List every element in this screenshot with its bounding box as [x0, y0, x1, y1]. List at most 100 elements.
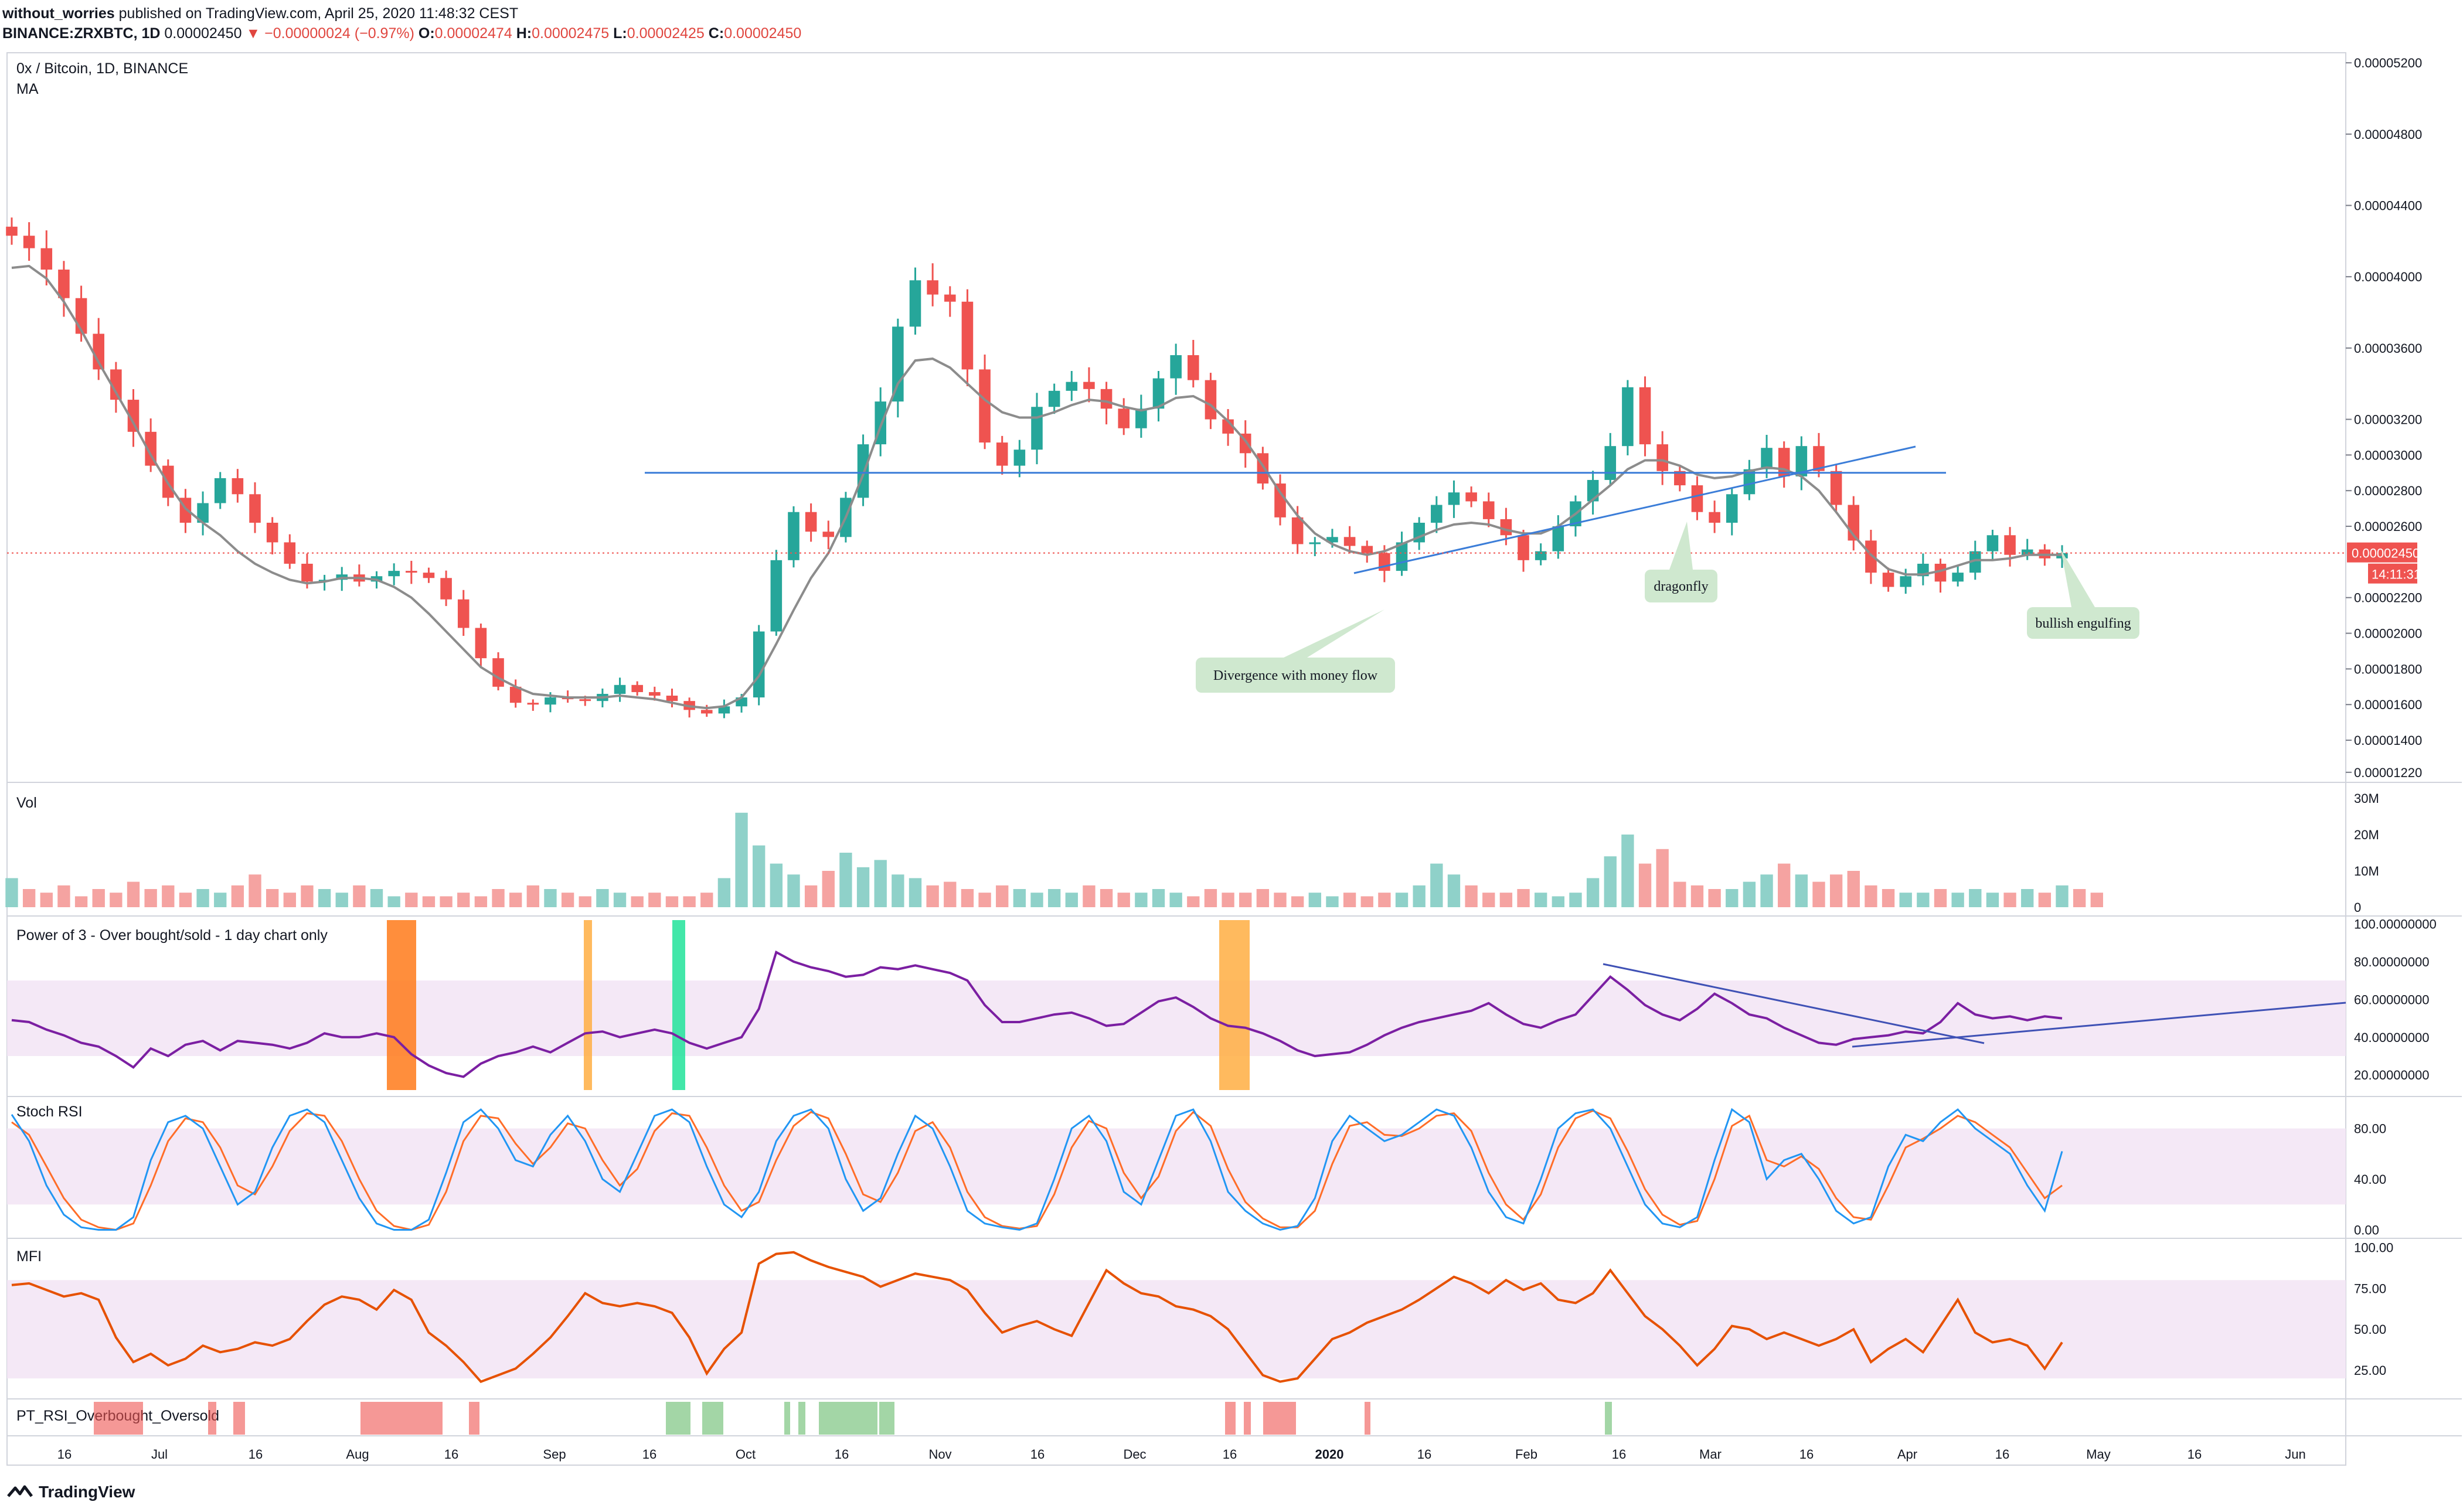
- x-axis-label: 16: [1030, 1447, 1045, 1462]
- power3-shaded-column: [584, 920, 592, 1090]
- volume-bar: [266, 889, 279, 907]
- volume-bar: [422, 896, 436, 907]
- candle-body: [1795, 446, 1808, 476]
- power3-tick-label: 100.00000000: [2354, 917, 2437, 931]
- candle-body: [110, 369, 122, 400]
- chart-header: without_worries published on TradingView…: [2, 4, 801, 43]
- power3-shaded-column: [672, 920, 685, 1090]
- y-tick-label: 0.00003200: [2354, 413, 2422, 427]
- stoch-tick-label: 0.00: [2354, 1223, 2379, 1238]
- volume-bar: [874, 860, 887, 907]
- volume-bar: [822, 871, 835, 907]
- candle-body: [406, 571, 417, 573]
- y-tick-label: 0.00004400: [2354, 199, 2422, 213]
- volume-bar: [92, 889, 105, 907]
- symbol-label[interactable]: BINANCE:ZRXBTC, 1D: [2, 25, 161, 42]
- candle-body: [1326, 537, 1338, 543]
- volume-bar: [804, 885, 818, 907]
- volume-bar: [1517, 889, 1530, 907]
- countdown-label: 14:11:31: [2372, 567, 2421, 582]
- main-pane-title: 0x / Bitcoin, 1D, BINANCE: [16, 60, 188, 77]
- candle-body: [1465, 492, 1477, 502]
- annotation-bullish-engulfing-pointer: [2061, 550, 2095, 607]
- volume-bar: [665, 896, 679, 907]
- candle-body: [509, 686, 522, 703]
- candle-body: [1083, 382, 1095, 389]
- candle-body: [1691, 485, 1703, 512]
- volume-bar: [1969, 889, 1982, 907]
- candle-body: [1205, 380, 1217, 420]
- candle-body: [579, 699, 591, 701]
- volume-bar: [1743, 881, 1756, 907]
- candle-body: [214, 478, 226, 503]
- volume-bar: [1274, 893, 1287, 907]
- candle-body: [1743, 469, 1756, 495]
- y-tick-label: 0.00001220: [2354, 765, 2422, 780]
- volume-bar: [631, 896, 644, 907]
- last-price-tag: [2347, 542, 2417, 563]
- candle-body: [979, 369, 991, 443]
- volume-tick-label: 0: [2354, 900, 2361, 915]
- stoch-band: [7, 1128, 2346, 1205]
- candle-body: [1448, 492, 1460, 505]
- volume-bar: [1152, 889, 1165, 907]
- high-label: H:: [516, 25, 532, 42]
- pt-status-segment: [1365, 1402, 1370, 1435]
- volume-bar: [1934, 889, 1947, 907]
- volume-bar: [1604, 856, 1617, 907]
- y-tick-label: 0.00003000: [2354, 448, 2422, 462]
- pt-status-segment: [469, 1402, 479, 1435]
- volume-bar: [249, 874, 261, 907]
- volume-bar: [1291, 896, 1304, 907]
- volume-bar: [1482, 893, 1495, 907]
- volume-bar: [1812, 881, 1825, 907]
- volume-bar: [978, 893, 991, 907]
- volume-bar: [440, 896, 453, 907]
- y-tick-label: 0.00002600: [2354, 519, 2422, 534]
- volume-bar: [40, 893, 53, 907]
- candle-body: [1622, 387, 1634, 447]
- volume-bar: [1986, 893, 1999, 907]
- volume-bar: [196, 889, 209, 907]
- mfi-band: [7, 1280, 2346, 1379]
- author-name[interactable]: without_worries: [2, 5, 115, 22]
- candle-body: [1656, 444, 1668, 471]
- volume-bar: [162, 885, 175, 907]
- volume-bar: [1169, 893, 1182, 907]
- footer-brand[interactable]: TradingView: [39, 1483, 135, 1501]
- x-axis-label: Oct: [736, 1447, 756, 1462]
- volume-tick-label: 10M: [2354, 864, 2379, 878]
- volume-bar: [1499, 893, 1513, 907]
- stoch-d-line: [11, 1109, 2063, 1231]
- candle-body: [527, 703, 539, 705]
- power3-shaded-column: [387, 920, 416, 1090]
- close-label: C:: [708, 25, 724, 42]
- volume-bar: [613, 893, 627, 907]
- volume-bar: [318, 889, 331, 907]
- pt-status-segment: [360, 1402, 443, 1435]
- x-axis-label: 16: [249, 1447, 263, 1462]
- volume-bar: [1187, 896, 1200, 907]
- candle-body: [1552, 526, 1564, 551]
- annotation-divergence-pointer: [1284, 609, 1384, 658]
- volume-bar: [1047, 889, 1061, 907]
- volume-bar: [474, 896, 488, 907]
- candle-body: [1048, 390, 1060, 407]
- price-change: −0.00000024 (−0.97%): [264, 25, 414, 42]
- y-tick-label: 0.00004000: [2354, 270, 2422, 284]
- y-tick-label: 0.00003600: [2354, 341, 2422, 356]
- candle-body: [58, 270, 70, 298]
- candle-body: [457, 599, 470, 628]
- candle-body: [2004, 535, 2016, 555]
- x-axis-label: Apr: [1897, 1447, 1917, 1462]
- volume-bar: [1343, 893, 1356, 907]
- volume-bar: [1413, 885, 1426, 907]
- x-axis-label: Jun: [2285, 1447, 2305, 1462]
- volume-bar: [2021, 889, 2034, 907]
- candle-body: [1291, 517, 1304, 544]
- volume-bar: [996, 885, 1009, 907]
- volume-bar: [1708, 889, 1721, 907]
- volume-bar: [1847, 871, 1860, 907]
- candle-body: [1013, 449, 1026, 466]
